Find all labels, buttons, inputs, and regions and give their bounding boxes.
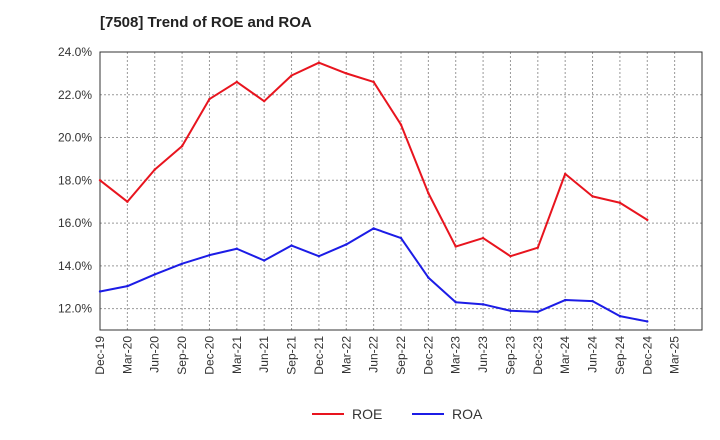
y-tick-label: 16.0%: [58, 216, 92, 230]
roa-point: [345, 243, 348, 246]
roa-point: [454, 301, 457, 304]
x-tick-label: Jun-23: [476, 336, 490, 373]
roe-point: [180, 144, 184, 148]
roa-point: [399, 236, 403, 240]
roe-point: [235, 80, 239, 84]
plot-frame: [99, 51, 703, 331]
legend-roe-label: ROE: [352, 406, 382, 422]
chart-title: [7508] Trend of ROE and ROA: [100, 14, 312, 31]
x-tick-label: Mar-23: [449, 336, 463, 374]
roa-point: [509, 309, 512, 312]
x-tick-label: Jun-20: [148, 336, 162, 373]
roe-point: [153, 168, 156, 171]
x-tick-label: Jun-24: [586, 336, 600, 373]
roa-point: [98, 290, 102, 293]
x-tick-label: Jun-22: [367, 336, 381, 373]
roe-point: [646, 218, 649, 222]
roe-point: [509, 255, 512, 258]
roa-point: [235, 247, 239, 250]
y-tick-label: 20.0%: [58, 131, 92, 145]
roe-point: [427, 191, 430, 195]
y-tick-labels: 12.0% 14.0% 16.0% 18.0% 20.0% 22.0% 24.0%: [58, 45, 92, 316]
roa-point: [290, 244, 293, 247]
x-tick-labels: Dec-19 Mar-20 Jun-20 Sep-20 Dec-20 Mar-21 Jun-…: [93, 336, 682, 375]
roa-point: [646, 320, 649, 323]
roe-point: [399, 123, 403, 126]
roe-point: [290, 74, 293, 77]
roe-point: [262, 99, 266, 103]
x-tick-label: Dec-21: [312, 336, 326, 375]
roe-point: [481, 236, 485, 240]
legend-roa-label: ROA: [452, 406, 483, 422]
x-tick-label: Jun-21: [257, 336, 271, 373]
roa-point: [208, 253, 211, 257]
y-tick-label: 12.0%: [58, 302, 92, 316]
roa-point: [126, 284, 129, 288]
roa-point: [317, 255, 321, 258]
roa-point: [618, 314, 622, 318]
roe-point: [536, 246, 540, 249]
roe-point: [345, 72, 348, 75]
roa-point: [427, 276, 430, 279]
roe-point: [591, 195, 594, 198]
y-tick-label: 18.0%: [58, 173, 92, 187]
roa-point: [563, 298, 567, 302]
roe-point: [618, 201, 622, 204]
roa-point: [481, 303, 485, 306]
y-tick-label: 22.0%: [58, 88, 92, 102]
y-tick-label: 24.0%: [58, 45, 92, 59]
x-tick-label: Dec-19: [93, 336, 107, 375]
x-tick-label: Sep-22: [394, 336, 408, 375]
roe-point: [317, 61, 321, 64]
x-tick-label: Mar-21: [230, 336, 244, 374]
x-tick-label: Mar-24: [558, 336, 572, 374]
roe-point: [372, 80, 375, 84]
roa-point: [536, 310, 540, 314]
roa-point: [262, 259, 266, 262]
x-tick-label: Mar-20: [120, 336, 134, 374]
x-tick-label: Dec-20: [202, 336, 216, 375]
x-tick-label: Dec-24: [640, 336, 654, 375]
x-tick-label: Mar-22: [339, 336, 353, 374]
roe-point: [454, 245, 457, 248]
y-tick-label: 14.0%: [58, 259, 92, 273]
roe-point: [98, 179, 102, 182]
roe-point: [126, 200, 129, 203]
roe-point: [208, 97, 211, 101]
series-layer: [98, 61, 649, 323]
roa-point: [180, 262, 184, 265]
x-tick-label: Dec-23: [531, 336, 545, 375]
x-tick-label: Dec-22: [421, 336, 435, 375]
x-tick-label: Sep-24: [613, 336, 627, 375]
roa-point: [372, 227, 375, 230]
roa-point: [591, 299, 594, 303]
roa-point: [153, 273, 156, 276]
roe-point: [563, 172, 567, 176]
legend: ROE ROA: [312, 406, 483, 422]
x-tick-label: Sep-20: [175, 336, 189, 375]
x-tick-label: Sep-21: [285, 336, 299, 375]
plot-background: [100, 52, 702, 330]
x-tick-label: Mar-25: [668, 336, 682, 374]
x-tick-label: Sep-23: [503, 336, 517, 375]
